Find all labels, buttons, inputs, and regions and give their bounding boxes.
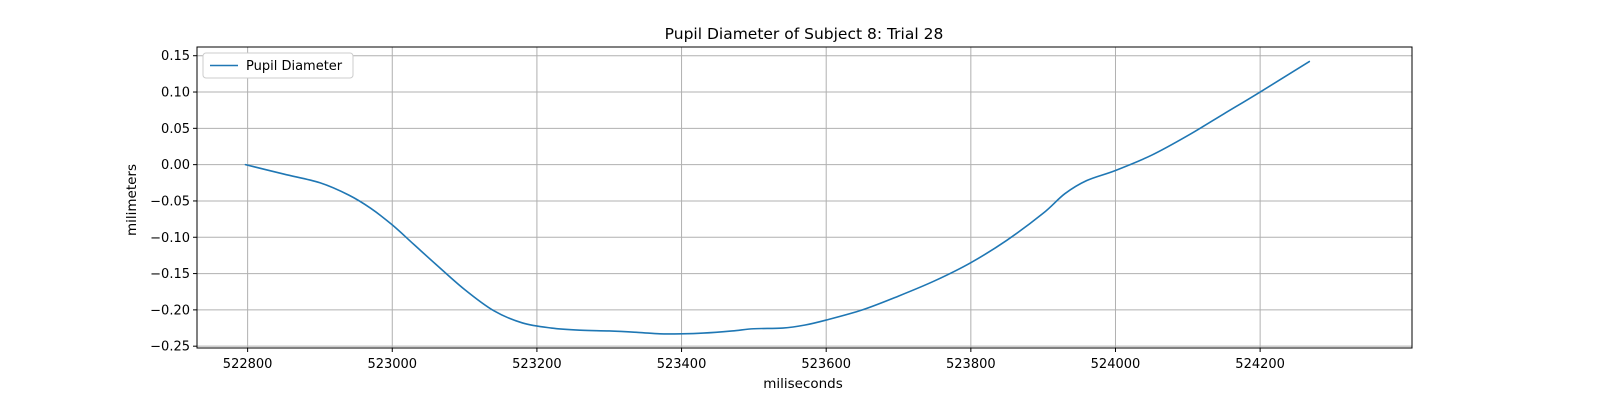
y-axis-title: milimeters [124,164,140,236]
x-axis-title: miliseconds [763,376,843,392]
y-tick-label: −0.15 [150,267,190,282]
ticks: 522800 523000 523200 523400 523600 523800 5240… [150,49,1285,372]
y-tick-label: 0.10 [161,86,190,101]
x-tick-label: 523000 [367,357,417,372]
x-tick-label: 523400 [657,357,707,372]
series-layer [244,60,1311,335]
x-tick-label: 522800 [223,357,273,372]
grid [197,47,1412,348]
y-tick-label: −0.10 [150,231,190,246]
chart-title: Pupil Diameter of Subject 8: Trial 28 [665,25,944,43]
series-line-pupil-diameter [244,60,1311,335]
x-tick-label: 523200 [512,357,562,372]
x-tick-label: 524000 [1091,357,1141,372]
y-tick-label: −0.05 [150,194,190,209]
plot-area-frame [196,46,1413,349]
y-tick-label: 0.15 [161,49,190,64]
x-tick-label: 523800 [946,357,996,372]
x-tick-label: 523600 [801,357,851,372]
y-tick-label: −0.20 [150,303,190,318]
y-tick-label: 0.00 [161,158,190,173]
legend-box [202,52,354,79]
legend: Pupil Diameter [202,52,354,79]
legend-label-pupil-diameter: Pupil Diameter [246,59,343,74]
y-tick-label: −0.25 [150,340,190,355]
y-tick-label: 0.05 [161,122,190,137]
x-tick-label: 524200 [1235,357,1285,372]
